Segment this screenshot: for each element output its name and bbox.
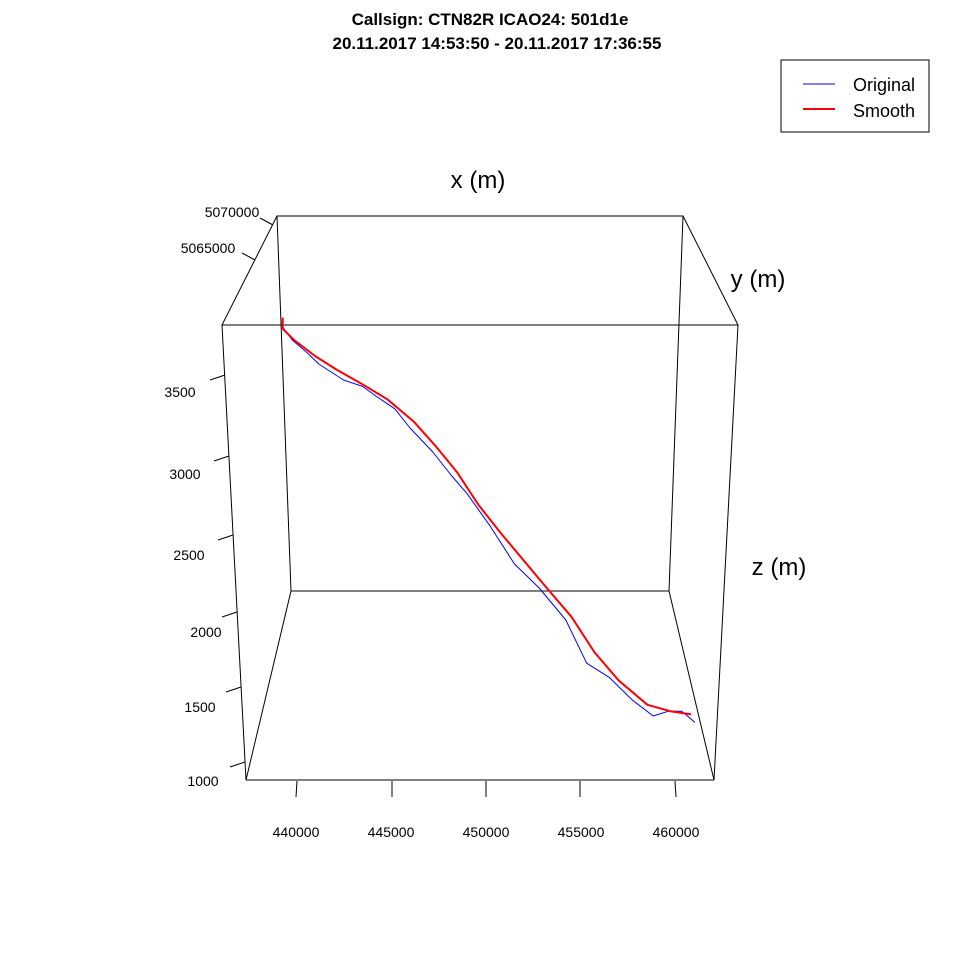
y-axis xyxy=(241,217,274,261)
x-tick-label: 450000 xyxy=(463,824,510,840)
x-tick-mark xyxy=(295,780,298,798)
z-tick-label: 3500 xyxy=(164,384,195,400)
box-bottom-right-edge xyxy=(668,590,715,781)
series-layer xyxy=(281,317,696,723)
z-tick-mark xyxy=(213,455,230,462)
x-axis-label: x (m) xyxy=(451,167,506,194)
chart-subtitle: 20.11.2017 14:53:50 - 20.11.2017 17:36:5… xyxy=(333,34,662,53)
z-tick-mark xyxy=(209,374,226,381)
x-tick-label: 455000 xyxy=(558,824,605,840)
chart-title: Callsign: CTN82R ICAO24: 501d1e xyxy=(352,10,629,29)
plot-box xyxy=(221,215,739,781)
z-tick-mark xyxy=(217,534,234,541)
z-tick-mark xyxy=(225,686,242,693)
z-tick-label: 2000 xyxy=(190,624,221,640)
series-line-smooth xyxy=(281,317,692,716)
legend-smooth-label: Smooth xyxy=(853,101,915,121)
legend-box xyxy=(780,59,930,133)
box-top-face xyxy=(221,215,739,326)
y-tick-label: 5065000 xyxy=(181,240,236,256)
y-tick-label: 5070000 xyxy=(205,204,260,220)
x-tick-label: 460000 xyxy=(653,824,700,840)
y-tick-mark xyxy=(259,217,274,226)
z-tick-label: 1000 xyxy=(187,773,218,789)
x-tick-mark xyxy=(674,780,677,798)
z-axis-label: z (m) xyxy=(752,554,807,581)
legend-original-label: Original xyxy=(853,75,915,95)
z-tick-label: 3000 xyxy=(169,466,200,482)
z-tick-label: 1500 xyxy=(184,699,215,715)
box-front-right-edge xyxy=(713,324,739,781)
box-bottom-left-edge xyxy=(245,590,292,781)
z-tick-label: 2500 xyxy=(173,547,204,563)
z-tick-mark xyxy=(229,761,246,768)
box-front-left-edge xyxy=(221,324,247,781)
x-axis xyxy=(295,780,677,798)
y-axis-label: y (m) xyxy=(731,266,786,293)
box-back-face xyxy=(276,215,684,592)
series-line-original xyxy=(282,326,696,723)
x-tick-label: 440000 xyxy=(273,824,320,840)
x-tick-label: 445000 xyxy=(368,824,415,840)
y-tick-mark xyxy=(241,252,256,261)
z-tick-mark xyxy=(221,611,238,618)
legend: Original Smooth xyxy=(780,59,930,133)
z-axis xyxy=(209,374,246,768)
